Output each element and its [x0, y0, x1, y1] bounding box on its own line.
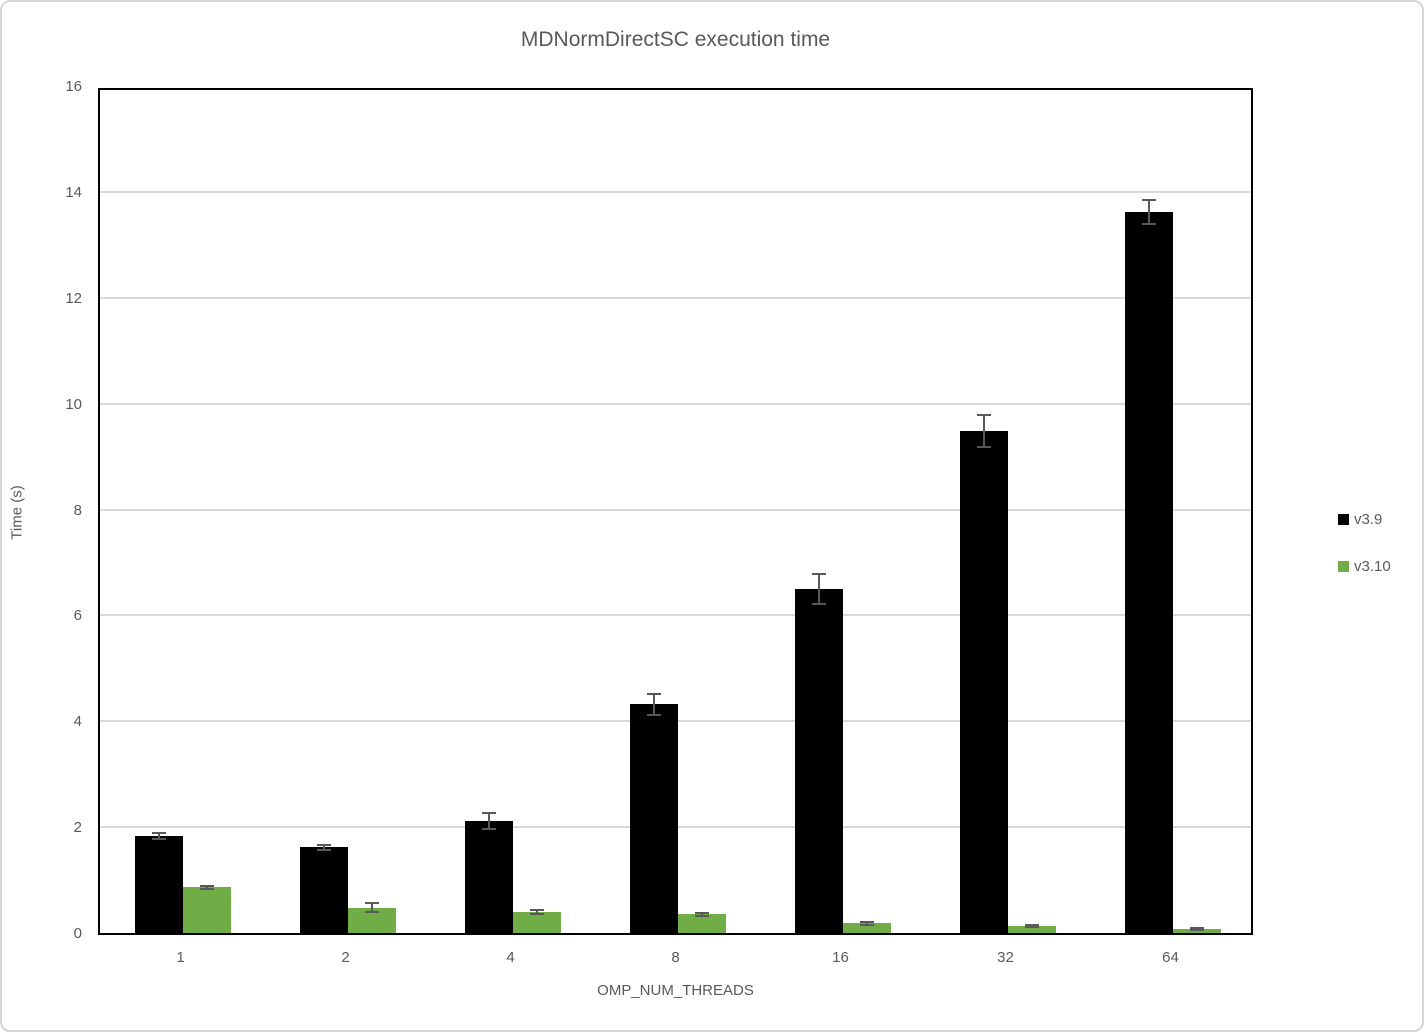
error-cap-top-v3.9-threads-2 — [316, 843, 331, 846]
error-cap-bottom-v3.10-threads-2 — [364, 911, 379, 914]
y-tick-8: 8 — [73, 501, 82, 519]
y-axis-title: Time (s) — [8, 485, 26, 540]
error-cap-top-v3.10-threads-4 — [529, 909, 544, 912]
error-cap-top-v3.9-threads-32 — [976, 414, 991, 417]
error-cap-top-v3.9-threads-4 — [481, 811, 496, 814]
error-cap-top-v3.10-threads-64 — [1189, 926, 1204, 929]
legend-label: v3.9 — [1354, 511, 1383, 528]
legend-swatch-icon — [1338, 561, 1349, 572]
error-cap-top-v3.10-threads-8 — [694, 911, 709, 914]
gridline-14 — [100, 190, 1251, 193]
bar-v3.9-threads-64 — [1124, 212, 1173, 933]
error-cap-top-v3.10-threads-1 — [199, 885, 214, 888]
error-bar-v3.9-threads-64 — [1147, 200, 1150, 224]
error-bar-v3.10-threads-8 — [700, 912, 703, 917]
gridline-8 — [100, 508, 1251, 511]
bar-v3.9-threads-2 — [299, 847, 348, 933]
error-cap-bottom-v3.10-threads-16 — [859, 924, 874, 927]
y-tick-4: 4 — [73, 713, 82, 731]
chart-title: MDNormDirectSC execution time — [520, 28, 831, 51]
error-bar-v3.10-threads-16 — [865, 921, 868, 926]
bar-v3.9-threads-8 — [629, 704, 678, 933]
error-cap-bottom-v3.10-threads-1 — [199, 887, 214, 890]
x-tick-64: 64 — [1162, 949, 1179, 966]
bar-v3.10-threads-16 — [842, 923, 891, 933]
error-cap-bottom-v3.9-threads-64 — [1141, 222, 1156, 225]
x-tick-1: 1 — [176, 949, 185, 966]
y-tick-6: 6 — [73, 607, 82, 625]
bar-v3.10-threads-1 — [182, 887, 231, 933]
x-axis-title: OMP_NUM_THREADS — [597, 982, 754, 999]
y-tick-14: 14 — [65, 183, 82, 201]
bar-v3.10-threads-4 — [512, 912, 561, 933]
x-tick-16: 16 — [832, 949, 849, 966]
legend-item-v3.9: v3.9 — [1338, 511, 1391, 528]
error-cap-bottom-v3.9-threads-4 — [481, 827, 496, 830]
error-cap-bottom-v3.9-threads-2 — [316, 848, 331, 851]
gridline-12 — [100, 296, 1251, 299]
error-cap-top-v3.10-threads-2 — [364, 901, 379, 904]
y-tick-12: 12 — [65, 289, 82, 307]
error-cap-top-v3.9-threads-8 — [646, 692, 661, 695]
legend: v3.9 v3.10 — [1338, 511, 1391, 605]
bar-v3.10-threads-64 — [1172, 928, 1221, 933]
bar-v3.9-threads-1 — [134, 836, 183, 933]
bar-v3.9-threads-4 — [464, 820, 513, 933]
x-tick-8: 8 — [671, 949, 680, 966]
x-tick-32: 32 — [997, 949, 1014, 966]
error-bar-v3.9-threads-32 — [982, 415, 985, 448]
bar-v3.10-threads-32 — [1007, 926, 1056, 933]
y-tick-10: 10 — [65, 395, 82, 413]
error-bar-v3.9-threads-16 — [817, 574, 820, 604]
error-bar-v3.9-threads-2 — [322, 844, 325, 850]
error-cap-top-v3.10-threads-16 — [859, 920, 874, 923]
error-cap-bottom-v3.9-threads-16 — [811, 602, 826, 605]
y-tick-16: 16 — [65, 78, 82, 95]
y-tick-2: 2 — [73, 819, 82, 837]
error-cap-bottom-v3.10-threads-4 — [529, 913, 544, 916]
error-cap-top-v3.10-threads-32 — [1024, 924, 1039, 927]
error-cap-top-v3.9-threads-16 — [811, 573, 826, 576]
legend-item-v3.10: v3.10 — [1338, 558, 1391, 575]
error-bar-v3.10-threads-4 — [535, 910, 538, 915]
error-cap-top-v3.9-threads-1 — [151, 832, 166, 835]
error-cap-bottom-v3.9-threads-1 — [151, 837, 166, 840]
bar-v3.10-threads-8 — [677, 914, 726, 933]
x-tick-4: 4 — [506, 949, 515, 966]
error-cap-bottom-v3.10-threads-64 — [1189, 928, 1204, 931]
error-cap-bottom-v3.10-threads-8 — [694, 915, 709, 918]
legend-swatch-icon — [1338, 514, 1349, 525]
error-bar-v3.10-threads-1 — [205, 886, 208, 889]
error-cap-bottom-v3.10-threads-32 — [1024, 926, 1039, 929]
gridline-6 — [100, 614, 1251, 617]
error-cap-top-v3.9-threads-64 — [1141, 199, 1156, 202]
error-bar-v3.10-threads-2 — [370, 902, 373, 913]
error-cap-bottom-v3.9-threads-32 — [976, 446, 991, 449]
error-bar-v3.9-threads-4 — [487, 812, 490, 829]
plot-area — [98, 88, 1253, 935]
error-bar-v3.10-threads-32 — [1030, 925, 1033, 928]
bar-v3.9-threads-16 — [794, 588, 843, 933]
error-bar-v3.9-threads-1 — [157, 833, 160, 839]
error-bar-v3.9-threads-8 — [652, 693, 655, 715]
error-cap-bottom-v3.9-threads-8 — [646, 713, 661, 716]
bar-v3.9-threads-32 — [959, 431, 1008, 933]
error-bar-v3.10-threads-64 — [1195, 927, 1198, 930]
gridline-10 — [100, 402, 1251, 405]
x-tick-2: 2 — [341, 949, 350, 966]
legend-label: v3.10 — [1354, 558, 1391, 575]
y-tick-0: 0 — [73, 925, 82, 942]
